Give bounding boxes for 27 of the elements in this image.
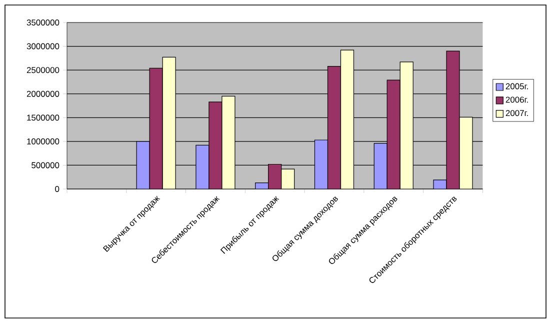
bar [136,141,150,189]
legend-label: 2006г. [506,96,528,103]
legend-label: 2005г. [506,83,528,90]
bar [327,66,342,189]
bar [374,143,388,189]
bar [340,50,354,189]
legend-label: 2007г. [506,110,528,116]
bar [446,50,460,189]
bar [281,168,295,189]
y-tick-label: 2000000 [26,90,60,97]
bar [314,140,328,189]
bar [222,96,236,189]
y-tick-label: 3000000 [26,43,60,50]
bar [400,62,414,189]
y-tick-label: 0 [55,186,60,192]
bar [386,80,400,189]
bar [208,102,222,189]
bar [196,144,210,189]
bar [268,164,282,189]
bar [149,68,163,189]
bar [162,56,176,189]
y-tick-label: 500000 [32,162,60,168]
bar [459,116,473,189]
y-tick-label: 1000000 [27,138,60,144]
y-tick-label: 1500000 [27,114,60,121]
y-tick-label: 3500000 [26,20,60,26]
y-tick-label: 2500000 [26,67,60,74]
